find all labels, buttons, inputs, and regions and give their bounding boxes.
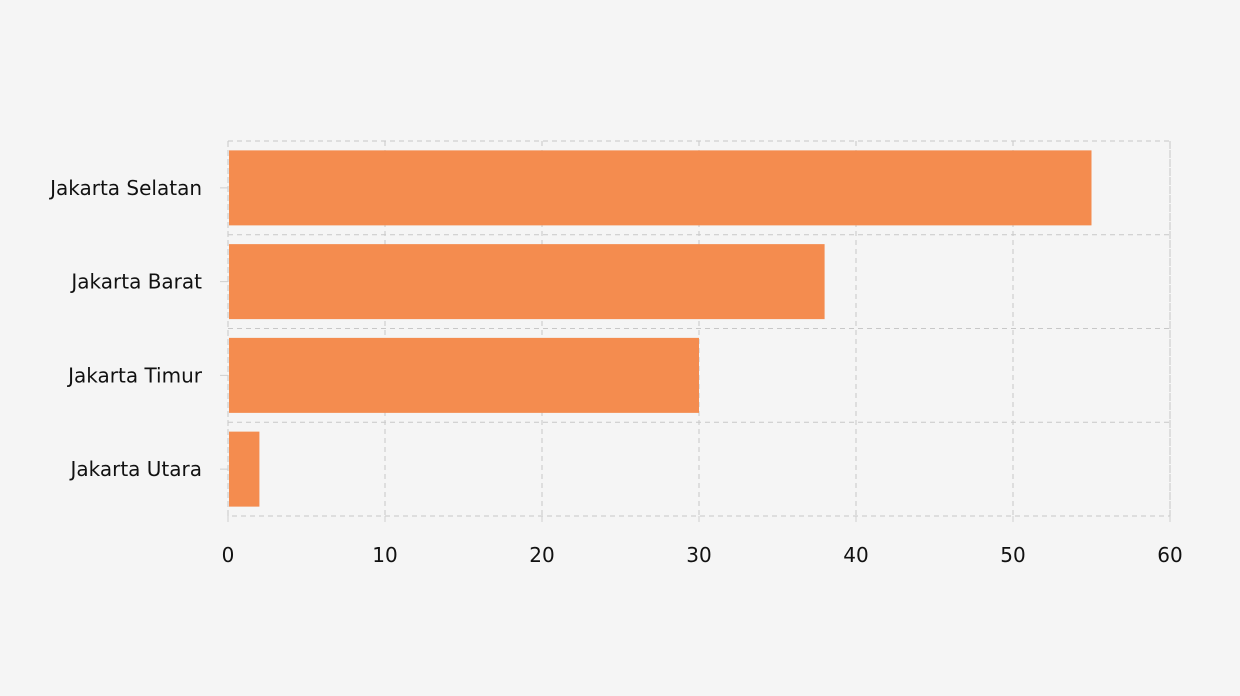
bars bbox=[229, 150, 1092, 507]
bar-jakarta-barat bbox=[229, 244, 825, 320]
x-tick-label: 60 bbox=[1157, 543, 1182, 567]
x-tick-label: 30 bbox=[686, 543, 711, 567]
x-tick-label: 50 bbox=[1000, 543, 1025, 567]
y-tick-label: Jakarta Timur bbox=[66, 363, 203, 387]
bar-jakarta-utara bbox=[229, 431, 260, 507]
bar-jakarta-selatan bbox=[229, 150, 1092, 226]
x-tick-label: 10 bbox=[372, 543, 397, 567]
y-tick-label: Jakarta Barat bbox=[69, 270, 202, 294]
x-tick-label: 0 bbox=[222, 543, 235, 567]
x-tick-label: 40 bbox=[843, 543, 868, 567]
grid bbox=[227, 140, 1171, 517]
y-tick-label: Jakarta Utara bbox=[68, 457, 202, 481]
bar-jakarta-timur bbox=[229, 337, 699, 413]
x-tick-label: 20 bbox=[529, 543, 554, 567]
y-axis: Jakarta Selatan Jakarta Barat Jakarta Timu… bbox=[48, 176, 228, 481]
y-tick-label: Jakarta Selatan bbox=[48, 176, 202, 200]
x-axis: 0 10 20 30 40 50 60 bbox=[222, 516, 1183, 567]
